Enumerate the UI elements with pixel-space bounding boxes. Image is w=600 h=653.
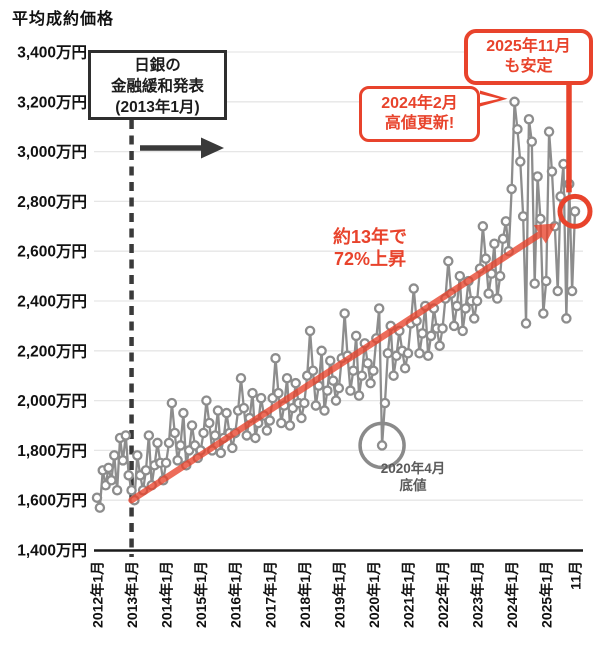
rise-line-1: 約13年で xyxy=(332,227,408,247)
svg-text:2,600万円: 2,600万円 xyxy=(17,243,87,261)
svg-text:2012年1月: 2012年1月 xyxy=(90,561,106,628)
svg-text:3,200万円: 3,200万円 xyxy=(17,93,87,111)
svg-text:2018年1月: 2018年1月 xyxy=(297,561,313,628)
svg-text:2,000万円: 2,000万円 xyxy=(17,392,87,410)
peak-line-1: 2024年2月 xyxy=(381,95,458,112)
svg-text:2,800万円: 2,800万円 xyxy=(17,193,87,211)
bottom-price-label: 2020年4月 底値 xyxy=(356,460,470,494)
svg-text:3,400万円: 3,400万円 xyxy=(17,44,87,62)
rise-line-2: 72%上昇 xyxy=(333,249,407,269)
svg-text:1,400万円: 1,400万円 xyxy=(17,542,87,560)
svg-text:2014年1月: 2014年1月 xyxy=(159,561,175,628)
bottom-highlight-circle xyxy=(358,421,406,470)
svg-text:1,600万円: 1,600万円 xyxy=(17,492,87,510)
latest-line-2: も安定 xyxy=(504,58,553,75)
bottom-line-1: 2020年4月 xyxy=(380,461,446,476)
svg-text:2023年1月: 2023年1月 xyxy=(470,561,486,628)
svg-text:2020年1月: 2020年1月 xyxy=(366,561,382,628)
peak-line-2: 高値更新! xyxy=(384,115,455,132)
svg-text:2017年1月: 2017年1月 xyxy=(262,561,278,628)
price-series-markers xyxy=(91,96,581,513)
trend-arrow xyxy=(128,223,557,504)
y-axis-labels: 3,400万円 3,200万円 3,000万円 2,800万円 2,600万円 2,400… xyxy=(17,44,87,560)
svg-text:2019年1月: 2019年1月 xyxy=(331,561,347,628)
svg-text:11月: 11月 xyxy=(568,561,584,590)
latest-line-1: 2025年11月 xyxy=(486,38,571,55)
svg-text:2,400万円: 2,400万円 xyxy=(17,293,87,311)
svg-text:2021年1月: 2021年1月 xyxy=(400,561,416,628)
svg-text:2013年1月: 2013年1月 xyxy=(124,561,140,628)
boj-line-3: (2013年1月) xyxy=(115,99,200,116)
peak-callout: 2024年2月 高値更新! xyxy=(359,86,480,142)
svg-text:1,800万円: 1,800万円 xyxy=(17,442,87,460)
x-axis-labels: 2012年1月 2013年1月 2014年1月 2015年1月 2016年1月 2017年… xyxy=(90,561,584,628)
latest-callout: 2025年11月 も安定 xyxy=(464,29,593,85)
boj-line-1: 日銀の xyxy=(134,57,181,74)
peak-callout-tail xyxy=(480,90,508,107)
latest-highlight-circle xyxy=(557,193,593,229)
trend-rise-label: 約13年で 72%上昇 xyxy=(288,226,452,270)
chart-title: 平均成約価格 xyxy=(12,11,115,28)
bottom-line-2: 底値 xyxy=(399,478,427,493)
svg-text:2024年1月: 2024年1月 xyxy=(504,561,520,628)
svg-text:2022年1月: 2022年1月 xyxy=(435,561,451,628)
svg-text:2015年1月: 2015年1月 xyxy=(193,561,209,628)
boj-easing-annotation-box: 日銀の 金融緩和発表 (2013年1月) xyxy=(88,50,227,120)
svg-text:2016年1月: 2016年1月 xyxy=(228,561,244,628)
easing-arrow xyxy=(140,137,224,159)
svg-text:2025年1月: 2025年1月 xyxy=(539,561,555,628)
svg-text:3,000万円: 3,000万円 xyxy=(17,143,87,161)
boj-line-2: 金融緩和発表 xyxy=(110,78,204,95)
svg-text:2,200万円: 2,200万円 xyxy=(17,342,87,360)
